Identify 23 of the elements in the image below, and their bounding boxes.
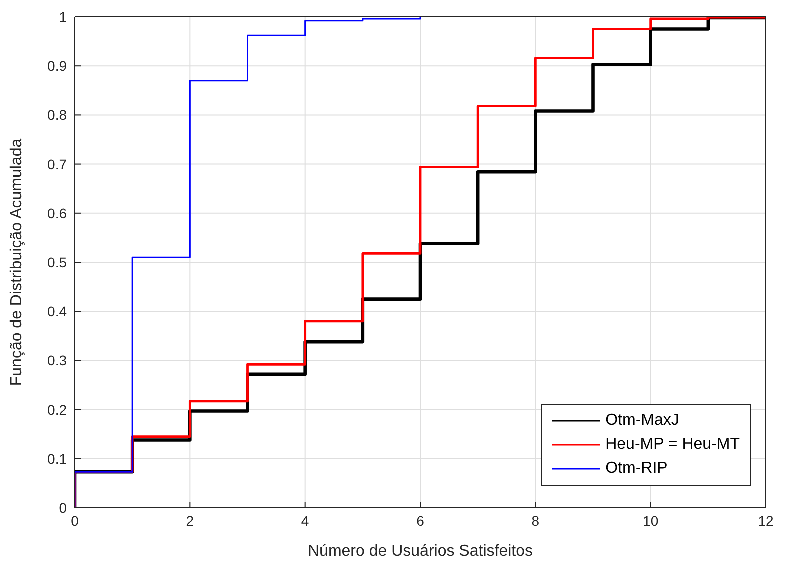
y-tick-label: 0 <box>59 500 68 516</box>
legend-label: Otm-RIP <box>606 459 668 479</box>
legend-label: Otm-MaxJ <box>606 411 680 431</box>
x-tick-label: 4 <box>301 512 310 529</box>
y-tick-label: 0.6 <box>48 205 68 222</box>
y-tick-label: 0.4 <box>48 304 68 320</box>
y-tick-label: 0.9 <box>48 58 68 74</box>
x-tick-label: 10 <box>643 512 659 529</box>
x-axis-title: Número de Usuários Satisfeitos <box>308 543 533 560</box>
y-tick-label: 0.8 <box>48 107 68 124</box>
y-tick-label: 1 <box>59 8 68 25</box>
x-tick-label: 2 <box>186 512 194 529</box>
x-tick-label: 12 <box>758 512 774 529</box>
legend-label: Heu-MP = Heu-MT <box>606 435 740 455</box>
x-tick-label: 6 <box>416 512 425 529</box>
x-tick-label: 8 <box>532 512 540 529</box>
x-tick-label: 0 <box>71 512 80 529</box>
y-tick-label: 0.5 <box>48 254 68 270</box>
y-tick-label: 0.2 <box>48 402 68 418</box>
y-tick-label: 0.1 <box>48 450 68 467</box>
y-tick-label: 0.3 <box>48 352 68 369</box>
y-tick-label: 0.7 <box>48 156 68 172</box>
y-axis-title: Função de Distribuição Acumulada <box>8 138 26 386</box>
